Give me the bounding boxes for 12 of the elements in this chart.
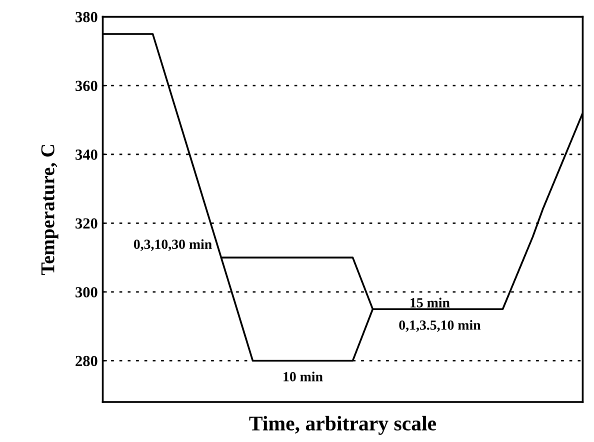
y-tick-label: 380	[76, 12, 98, 22]
annotation: 15 min	[410, 298, 450, 308]
y-tick-label: 340	[76, 150, 98, 160]
y-tick-label: 320	[76, 218, 98, 229]
annotation: 0,3,10,30 min	[134, 239, 212, 251]
y-axis-title: Temperature, C	[41, 144, 58, 275]
y-tick-label: 300	[76, 287, 98, 298]
y-tick-label: 280	[76, 356, 98, 366]
annotation: 0,1,3.5,10 min	[399, 320, 481, 332]
annotation: 10 min	[284, 372, 323, 382]
y-tick-label: 360	[76, 80, 98, 92]
x-axis-title: Time, arbitrary scale	[249, 416, 436, 435]
